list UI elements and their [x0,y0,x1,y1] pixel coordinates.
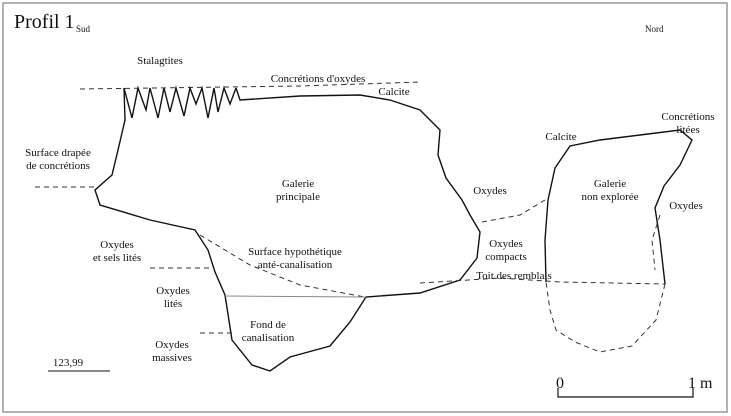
annotation: Oxydes [156,285,190,297]
annotation: Fond de [250,319,286,331]
labels: Stalagtites Concrétions d'oxydes Calcite Su… [25,55,714,364]
annotation: principale [276,191,320,203]
annotation: Concrétions [661,111,714,123]
annotation: massives [152,352,192,364]
annotation: Oxydes [669,200,703,212]
annotation: compacts [485,251,527,263]
scale-start: 0 [556,375,564,392]
annotation: Concrétions d'oxydes [271,73,366,85]
annotation: non explorée [581,191,638,203]
annotation: Surface hypothétique [248,246,342,258]
annotation: Oxydes [489,238,523,250]
annotation: Oxydes [100,239,134,251]
second-gallery-floor [545,281,666,353]
annotation: de concrétions [26,160,90,172]
canal-line [224,295,367,298]
annotation: Calcite [545,131,576,143]
annotation: Galerie [594,178,626,190]
direction-right: Nord [645,24,664,34]
scale-bar [557,388,694,398]
direction-left: Sud [76,24,91,34]
annotation: Galerie [282,178,314,190]
annotation: Oxydes [155,339,189,351]
right-wall-line [651,214,661,271]
annotation: Calcite [378,86,409,98]
annotation: anté-canalisation [258,259,333,271]
stalactites [123,85,237,119]
annotation: litées [676,124,699,136]
title: Profil 1 [14,11,75,33]
fill-top-line [419,277,666,285]
scale-end: 1 m [688,375,713,392]
annotation: Oxydes [473,185,507,197]
annotation: Toit des remblais [476,270,552,282]
oxides-right-line [481,199,546,223]
hypothetic-surface [199,234,366,298]
annotation: Surface drapée [25,147,91,159]
annotation: canalisation [242,332,295,344]
ceiling-line [79,81,421,90]
annotation: Stalagtites [137,55,183,67]
annotation: lités [164,298,182,310]
main-gallery-outline [94,87,481,372]
elevation: 123,99 [53,357,84,369]
second-gallery-outline [544,129,693,285]
annotation: et sels lités [93,252,141,264]
